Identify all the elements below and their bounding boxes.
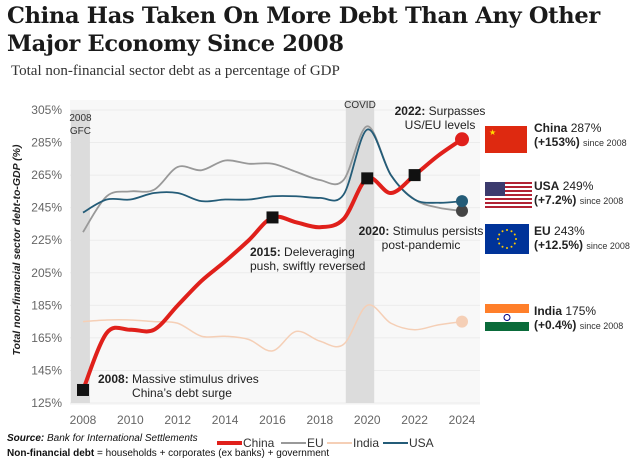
flag-star [513, 242, 516, 245]
shaded-period-label: 2008 [69, 113, 92, 124]
flag-chakra [503, 314, 511, 321]
flag-stripe [485, 186, 532, 188]
flag-star [510, 245, 513, 248]
x-tick-label: 2020 [354, 413, 381, 427]
y-tick-label: 245% [31, 201, 62, 215]
flag-stripe [485, 206, 532, 208]
end-point-china [455, 132, 469, 147]
series-line-usa [82, 128, 463, 214]
y-axis-label: Total non-financial sector debt-to-GDP (… [11, 144, 23, 355]
flag-star [501, 245, 504, 248]
flag-stripe [485, 190, 532, 192]
legend-label-china: China [243, 436, 275, 450]
flag-star [515, 238, 517, 240]
shaded-period-label: GFC [70, 126, 91, 137]
definition-note: Non-financial debt = households + corpor… [7, 448, 330, 459]
shaded-period [345, 100, 375, 403]
flag-star [498, 233, 501, 236]
annotation-marker [361, 172, 374, 185]
end-label-eu: EU 243% (+12.5%) since 2008 [534, 224, 630, 252]
y-tick-label: 285% [31, 136, 62, 150]
flag-stripe [485, 194, 532, 196]
annotation-2008: 2008: Massive stimulus drives China’s de… [98, 372, 259, 400]
series-line-india [82, 304, 463, 352]
flag-star [510, 230, 513, 233]
flag-star [506, 229, 508, 231]
x-tick-label: 2016 [259, 413, 286, 427]
annotation-marker [266, 211, 279, 224]
flag-stripe [485, 182, 532, 184]
flag-field [485, 224, 529, 254]
source-note: Source: Bank for International Settlemen… [7, 433, 198, 444]
flag-star [513, 233, 516, 236]
flag-band [485, 322, 529, 331]
end-label-usa: USA 249% (+7.2%) since 2008 [534, 179, 624, 207]
y-tick-label: 185% [31, 298, 62, 312]
x-tick-label: 2008 [70, 413, 97, 427]
flag-star [506, 247, 508, 249]
annotation-2022: 2022: Surpasses US/EU levels [394, 104, 486, 132]
y-tick-label: 125% [31, 396, 62, 410]
x-tick-label: 2012 [164, 413, 191, 427]
y-tick-label: 265% [31, 168, 62, 182]
annotation-marker [77, 383, 89, 396]
y-tick-label: 205% [31, 266, 62, 280]
end-point-eu [456, 204, 468, 217]
y-tick-label: 225% [31, 233, 62, 247]
y-tick-label: 145% [31, 363, 62, 377]
china-flag-icon: ★ [485, 126, 527, 153]
plot-background [70, 100, 480, 405]
y-tick-label: 165% [31, 331, 62, 345]
end-label-china: China 287% (+153%) since 2008 [534, 121, 627, 149]
eu-flag-icon [485, 224, 529, 254]
legend-label-eu: EU [307, 436, 324, 450]
end-point-india [456, 315, 468, 328]
flag-star [497, 238, 499, 240]
x-tick-label: 2010 [117, 413, 144, 427]
flag-star [498, 242, 501, 245]
flag-star [501, 230, 504, 233]
flag-stripe [485, 202, 532, 204]
flag-band [485, 304, 529, 313]
end-point-usa [456, 195, 468, 208]
x-tick-label: 2014 [212, 413, 239, 427]
annotation-2015: 2015: Deleveraging push, swiftly reverse… [250, 245, 366, 273]
flag-stripe [485, 198, 532, 200]
india-flag-icon [485, 304, 529, 331]
chart-subtitle: Total non-financial sector debt as a per… [11, 63, 340, 79]
chart-title: China Has Taken On More Debt Than Any Ot… [7, 3, 600, 57]
legend-label-usa: USA [409, 436, 434, 450]
shaded-period [71, 110, 90, 403]
end-label-india: India 175% (+0.4%) since 2008 [534, 304, 624, 332]
y-tick-label: 305% [31, 103, 62, 117]
flag-canton [485, 182, 505, 196]
shaded-period-label: COVID [344, 100, 376, 111]
x-tick-label: 2018 [307, 413, 334, 427]
flag-field [485, 126, 527, 153]
legend-label-india: India [353, 436, 379, 450]
flag-star: ★ [489, 128, 496, 137]
x-tick-label: 2024 [449, 413, 476, 427]
x-tick-label: 2022 [401, 413, 428, 427]
annotation-2020: 2020: Stimulus persists post-pandemic [358, 224, 484, 252]
annotation-marker [408, 169, 421, 182]
usa-flag-icon [485, 182, 532, 208]
